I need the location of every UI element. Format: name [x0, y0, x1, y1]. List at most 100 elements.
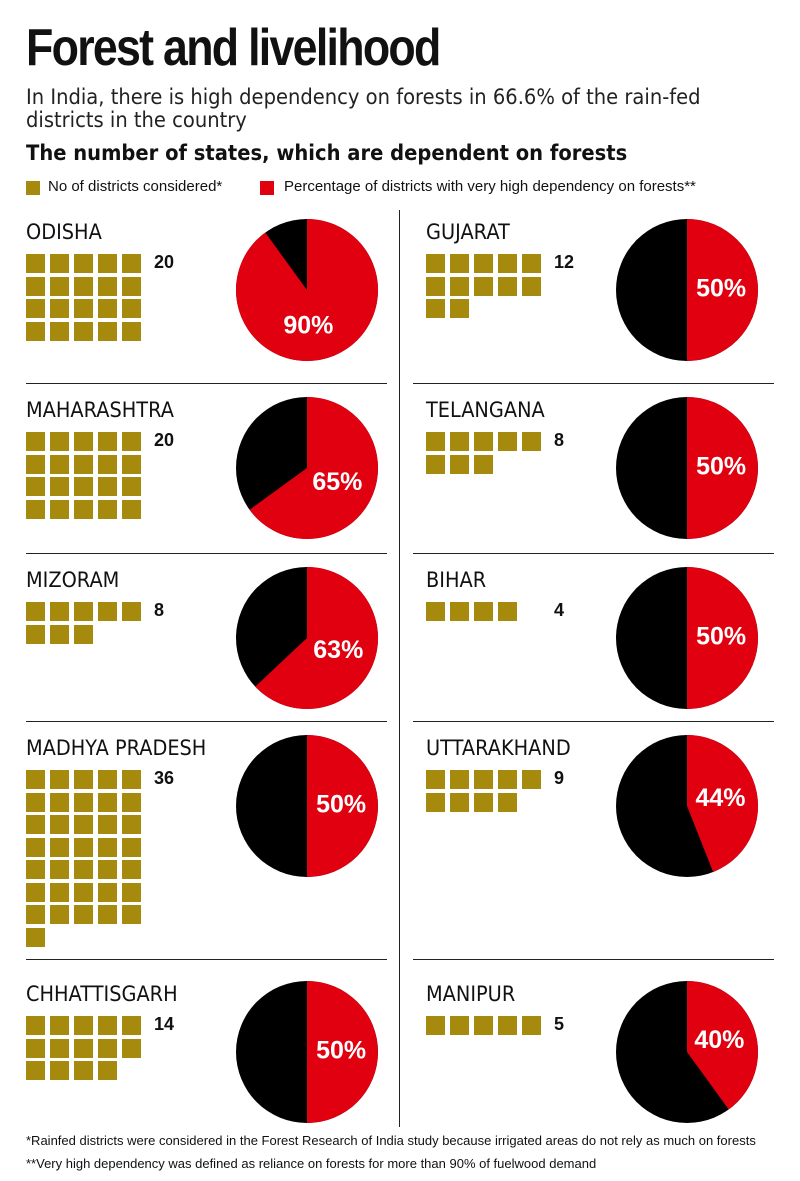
footnote-dependency: **Very high dependency was defined as re… [26, 1156, 597, 1171]
district-square [522, 276, 541, 296]
pie-percent-label: 50% [316, 1037, 366, 1065]
row-divider [413, 959, 774, 960]
district-square [122, 882, 141, 902]
district-square [122, 860, 141, 879]
district-square [450, 602, 469, 621]
district-count-mizoram: 8 [154, 600, 165, 620]
district-square [50, 299, 69, 318]
footnote-rainfed: *Rainfed districts were considered in th… [26, 1133, 756, 1148]
district-square [26, 882, 45, 902]
district-square [98, 792, 117, 812]
district-square [50, 321, 69, 341]
district-square [74, 792, 93, 812]
pie-percent-label: 44% [695, 784, 745, 812]
district-square [98, 882, 117, 902]
district-square [426, 299, 445, 318]
district-square [98, 454, 117, 474]
state-name-bihar: BIHAR [426, 568, 487, 592]
district-square [74, 454, 93, 474]
district-square [426, 254, 445, 273]
district-square [74, 299, 93, 318]
district-square [50, 276, 69, 296]
state-name-mizoram: MIZORAM [26, 568, 120, 592]
district-square [98, 321, 117, 341]
pie-percent-label: 65% [312, 468, 362, 496]
pie-percent-label: 50% [696, 275, 746, 303]
state-name-odisha: ODISHA [26, 220, 102, 244]
district-square [50, 624, 69, 644]
pie-percent-label: 50% [696, 623, 746, 651]
district-square [426, 432, 445, 451]
district-square [426, 792, 445, 812]
district-square [26, 299, 45, 318]
district-square [474, 454, 493, 474]
district-square [450, 299, 469, 318]
district-square [122, 602, 141, 621]
district-square [474, 770, 493, 789]
district-square [498, 276, 517, 296]
district-square [450, 276, 469, 296]
district-square [50, 1038, 69, 1058]
district-square [98, 1061, 117, 1080]
page-title: Forest and livelihood [26, 19, 441, 77]
district-square [98, 837, 117, 857]
district-count-chhattisgarh: 14 [154, 1014, 175, 1034]
district-square [98, 299, 117, 318]
district-square [26, 454, 45, 474]
district-square [26, 499, 45, 519]
district-square [450, 770, 469, 789]
legend-districts-swatch [26, 181, 40, 195]
district-square [522, 254, 541, 273]
pie-slice-high-dependency [687, 397, 758, 539]
pie-percent-label: 40% [694, 1026, 744, 1054]
district-square [426, 1016, 445, 1035]
district-square [74, 837, 93, 857]
district-square [474, 602, 493, 621]
district-square [98, 432, 117, 451]
district-square [26, 624, 45, 644]
district-square [74, 1016, 93, 1035]
district-count-telangana: 8 [554, 430, 565, 450]
district-square [122, 1038, 141, 1058]
pie-chart-mizoram: 63% [236, 567, 378, 709]
district-square [50, 1016, 69, 1035]
row-divider [413, 553, 774, 554]
district-square [98, 477, 117, 496]
district-square [122, 454, 141, 474]
pie-slice-high-dependency [687, 735, 758, 873]
district-square [74, 815, 93, 834]
district-square [26, 770, 45, 789]
district-square [74, 499, 93, 519]
district-square [98, 905, 117, 924]
district-square [522, 770, 541, 789]
state-name-uttarakhand: UTTARAKHAND [426, 736, 571, 760]
row-divider [26, 383, 387, 384]
state-name-madhya-pradesh: MADHYA PRADESH [26, 736, 207, 760]
district-square [498, 254, 517, 273]
row-divider [26, 959, 387, 960]
district-square [98, 1038, 117, 1058]
pie-chart-odisha: 90% [236, 219, 379, 361]
district-square [122, 477, 141, 496]
district-square [122, 276, 141, 296]
district-square [74, 882, 93, 902]
district-square [98, 602, 117, 621]
pie-slice-high-dependency [249, 397, 379, 539]
district-square [122, 432, 141, 451]
pie-chart-gujarat: 50% [616, 219, 758, 361]
row-divider [26, 553, 387, 554]
pie-percent-label: 90% [283, 312, 333, 340]
district-square [50, 815, 69, 834]
district-square [122, 1016, 141, 1035]
pie-slice-high-dependency [687, 981, 758, 1110]
pie-chart-maharashtra: 65% [236, 397, 379, 539]
district-count-gujarat: 12 [554, 252, 575, 272]
district-square [26, 432, 45, 451]
district-square [50, 477, 69, 496]
state-name-manipur: MANIPUR [426, 982, 516, 1006]
district-square [122, 815, 141, 834]
row-divider [413, 383, 774, 384]
district-square [50, 860, 69, 879]
pie-slice-high-dependency [307, 981, 378, 1123]
district-square [498, 432, 517, 451]
